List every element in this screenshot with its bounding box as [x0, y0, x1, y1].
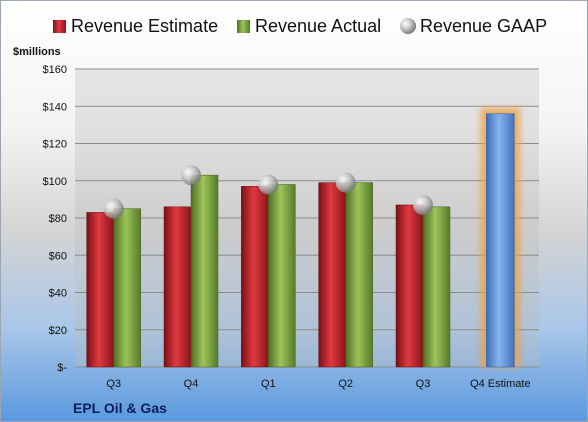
legend-label-gaap: Revenue GAAP: [420, 16, 547, 36]
y-tick-label: $160: [43, 64, 67, 76]
y-axis-ticks: $- $20 $40 $60 $80 $100 $120 $140 $160: [43, 64, 68, 374]
y-tick-label: $60: [49, 250, 67, 262]
y-tick-label: $20: [49, 325, 67, 337]
x-tick-label: Q4 Estimate: [470, 378, 531, 390]
x-tick-label: Q3: [106, 378, 121, 390]
bar-revenue-estimate: [86, 212, 114, 368]
x-tick-label: Q1: [261, 378, 276, 390]
legend: Revenue Estimate Revenue Actual Revenue …: [53, 16, 547, 36]
bar-revenue-q4-estimate: [486, 113, 515, 368]
legend-label-estimate: Revenue Estimate: [71, 16, 218, 36]
gaap-markers: [103, 165, 433, 219]
marker-revenue-gaap: [103, 198, 124, 219]
bar-revenue-estimate: [395, 204, 424, 368]
bar-revenue-actual: [345, 182, 373, 368]
legend-label-actual: Revenue Actual: [255, 16, 381, 36]
bar-revenue-actual: [190, 174, 219, 368]
legend-item-revenue-actual: Revenue Actual: [237, 16, 381, 36]
bar-revenue-estimate: [163, 206, 192, 368]
company-name: EPL Oil & Gas: [73, 400, 167, 416]
y-tick-label: $100: [43, 176, 67, 188]
y-axis-unit-label: $millions: [13, 46, 61, 58]
legend-swatch-actual: [237, 20, 250, 33]
x-tick-label: Q4: [184, 378, 199, 390]
legend-swatch-gaap: [400, 18, 416, 34]
bars: [86, 107, 521, 368]
marker-revenue-gaap: [258, 174, 279, 195]
y-tick-label: $80: [49, 213, 67, 225]
legend-swatch-estimate: [53, 20, 66, 33]
gridlines: [75, 68, 539, 368]
y-tick-label: $120: [43, 139, 67, 151]
marker-revenue-gaap: [335, 172, 356, 193]
bar-revenue-actual: [268, 184, 296, 368]
bar-revenue-actual: [422, 206, 451, 368]
marker-revenue-gaap: [413, 194, 433, 215]
y-tick-label: $40: [49, 288, 67, 300]
bar-revenue-estimate: [318, 182, 346, 368]
legend-item-revenue-gaap: Revenue GAAP: [400, 16, 547, 36]
y-tick-label: $140: [43, 101, 67, 113]
bar-revenue-estimate: [241, 186, 269, 368]
x-tick-label: Q3: [416, 378, 431, 390]
x-axis-ticks: Q3 Q4 Q1 Q2 Q3 Q4 Estimate: [106, 378, 530, 390]
legend-item-revenue-estimate: Revenue Estimate: [53, 16, 218, 36]
y-tick-label: $-: [57, 362, 67, 374]
marker-revenue-gaap: [181, 165, 201, 186]
x-tick-label: Q2: [338, 378, 353, 390]
bar-revenue-actual: [113, 208, 141, 368]
